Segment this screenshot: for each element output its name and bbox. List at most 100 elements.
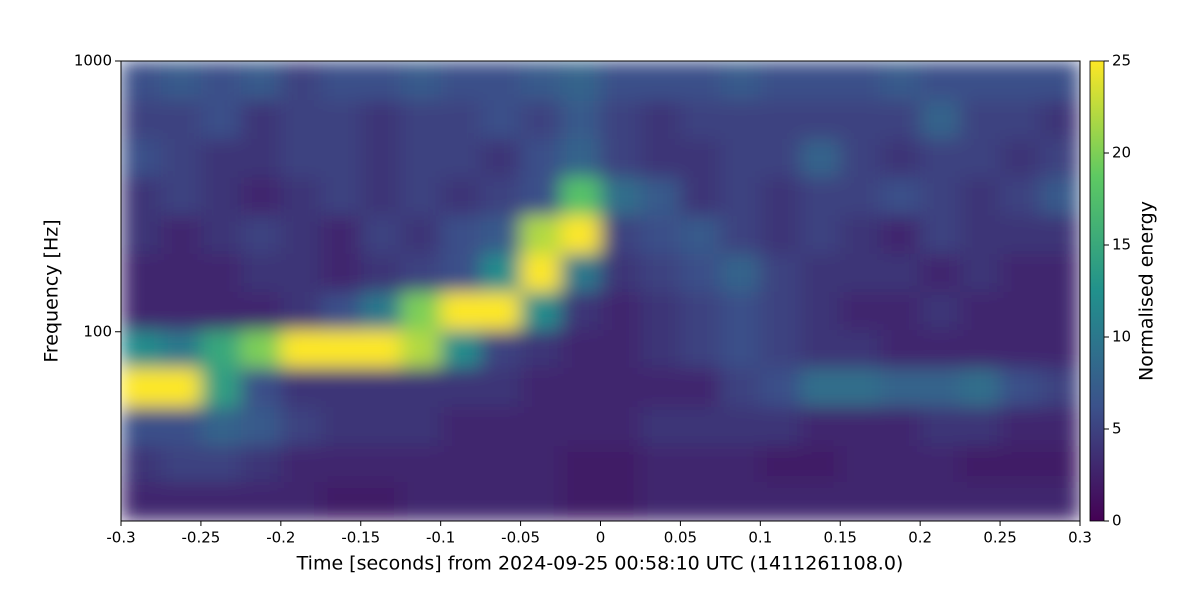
heat-cell — [480, 445, 522, 483]
heat-cell — [960, 99, 1001, 139]
heat-cell — [920, 406, 961, 447]
heat-cell — [360, 99, 402, 139]
heat-cell — [200, 214, 242, 254]
colorbar-tick-label: 25 — [1112, 52, 1131, 70]
heat-cell — [280, 99, 322, 139]
heat-cell — [960, 61, 1001, 101]
heat-cell — [800, 406, 841, 447]
x-tick-label: -0.05 — [501, 529, 540, 547]
heat-cell — [720, 445, 761, 483]
heat-cell — [440, 329, 482, 368]
x-tick-label: 0.15 — [824, 529, 857, 547]
x-tick-label: 0 — [596, 529, 606, 547]
heat-cell — [720, 214, 761, 254]
heat-cell — [640, 445, 682, 483]
heat-cell — [240, 214, 282, 254]
heat-cell — [920, 445, 961, 483]
heat-cell — [280, 481, 322, 521]
heat-cell — [480, 367, 522, 408]
heat-cell — [840, 61, 881, 101]
heat-cell — [640, 176, 682, 216]
heat-cell — [800, 481, 841, 521]
y-tick-label: 1000 — [74, 52, 112, 70]
heat-cell — [680, 176, 721, 216]
heat-cell — [880, 176, 921, 216]
heat-cell — [1000, 176, 1041, 216]
colorbar-tick-label: 0 — [1112, 512, 1122, 530]
heat-cell — [200, 138, 242, 178]
heat-cell — [121, 176, 162, 216]
y-tick-label: 100 — [83, 322, 112, 340]
heat-cell — [560, 291, 602, 331]
heat-cell — [440, 99, 482, 139]
heat-cell — [520, 176, 562, 216]
heat-cell — [121, 481, 162, 521]
heat-cell — [840, 138, 881, 178]
heat-cell — [320, 214, 362, 254]
heat-cell — [640, 481, 682, 521]
heat-cell — [1000, 138, 1041, 178]
heat-cell — [720, 253, 761, 292]
heat-cell — [440, 253, 482, 292]
heat-cell — [520, 329, 562, 368]
heat-cell — [121, 61, 162, 101]
heat-cell — [840, 214, 881, 254]
heat-cell — [400, 291, 442, 331]
heat-cell — [720, 176, 761, 216]
heat-cell — [680, 291, 721, 331]
heat-cell — [520, 61, 562, 101]
heat-cell — [240, 445, 282, 483]
heat-cell — [920, 291, 961, 331]
heat-cell — [400, 329, 442, 368]
heat-cell — [1000, 406, 1041, 447]
heat-cell — [360, 291, 402, 331]
heat-cell — [160, 445, 202, 483]
heat-cell — [160, 406, 202, 447]
heat-cell — [160, 214, 202, 254]
heat-cell — [360, 61, 402, 101]
heat-cell — [680, 253, 721, 292]
heat-cell — [520, 99, 562, 139]
heat-cell — [800, 61, 841, 101]
heat-cell — [880, 445, 921, 483]
heat-cell — [640, 61, 682, 101]
heat-cell — [1040, 481, 1080, 521]
heat-cell — [400, 367, 442, 408]
heat-cell — [960, 406, 1001, 447]
heat-cell — [840, 291, 881, 331]
heat-cell — [480, 481, 522, 521]
heat-cell — [280, 253, 322, 292]
heat-cell — [880, 291, 921, 331]
heat-cell — [480, 99, 522, 139]
heat-cell — [560, 445, 602, 483]
heat-cell — [400, 138, 442, 178]
heat-cell — [760, 481, 801, 521]
heat-cell — [600, 253, 642, 292]
heat-cell — [920, 329, 961, 368]
heat-cell — [200, 253, 242, 292]
heat-cell — [480, 291, 522, 331]
heat-cell — [1040, 214, 1080, 254]
heat-cell — [760, 176, 801, 216]
heat-cell — [121, 99, 162, 139]
heat-cell — [320, 481, 362, 521]
heat-cell — [240, 481, 282, 521]
heat-cell — [320, 99, 362, 139]
heat-cell — [200, 291, 242, 331]
heat-cell — [400, 214, 442, 254]
heat-cell — [320, 138, 362, 178]
heat-cell — [121, 214, 162, 254]
heat-cell — [680, 138, 721, 178]
heat-cell — [240, 176, 282, 216]
heat-cell — [640, 99, 682, 139]
heat-cell — [760, 138, 801, 178]
heat-cell — [320, 445, 362, 483]
heat-cell — [560, 176, 602, 216]
heat-cell — [240, 367, 282, 408]
heat-cell — [400, 445, 442, 483]
heat-cell — [880, 253, 921, 292]
heat-cell — [121, 253, 162, 292]
heat-cell — [960, 367, 1001, 408]
heat-cell — [400, 61, 442, 101]
x-tick-label: -0.25 — [182, 529, 221, 547]
